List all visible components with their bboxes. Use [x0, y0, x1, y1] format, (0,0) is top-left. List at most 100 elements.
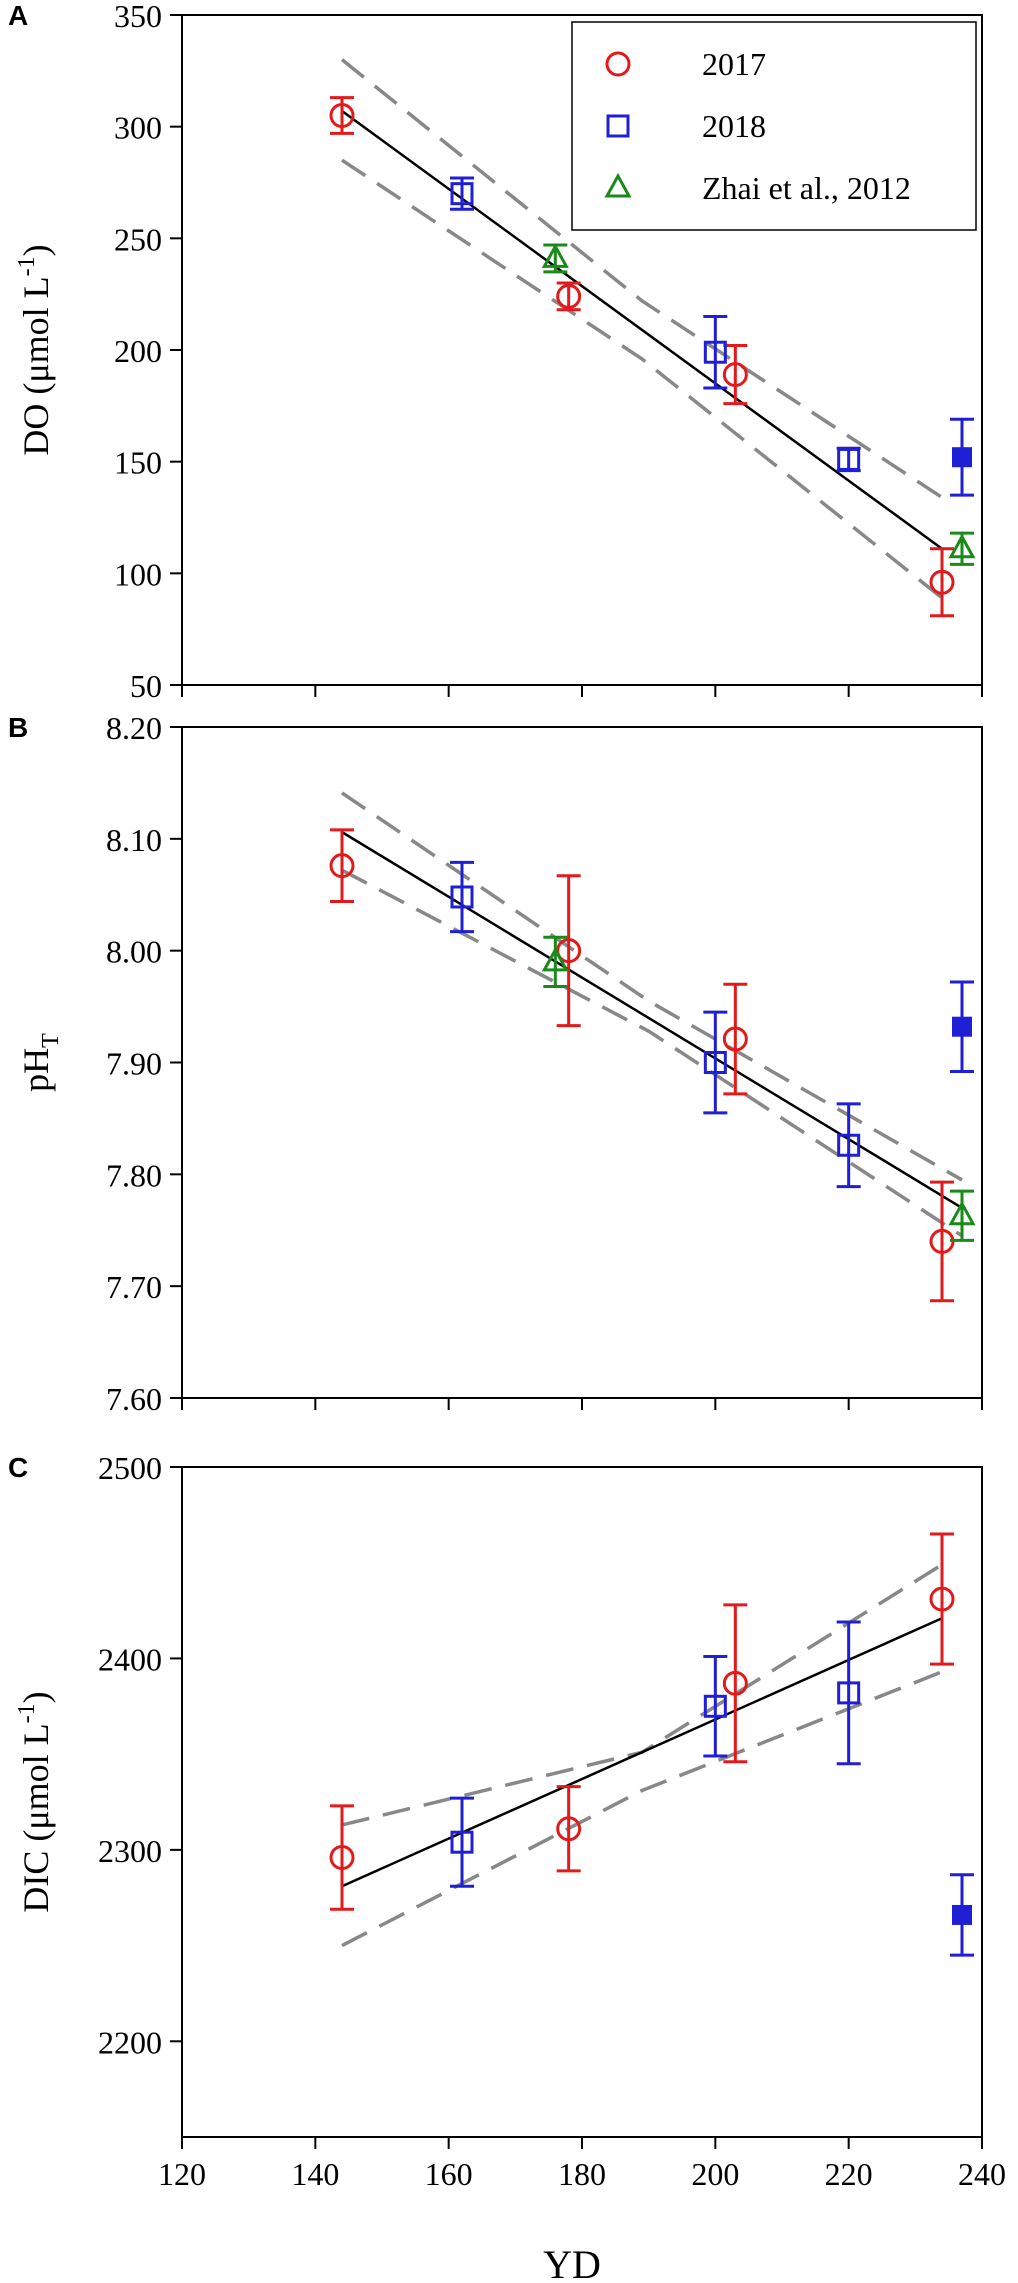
x-tick-label: 160 [425, 2156, 473, 2192]
y-axis-label-sub: T [38, 1033, 64, 1048]
data-point-y2018 [836, 1620, 861, 1766]
panel-a: A 50 100 150 200 250 300 350 DO (μmol L-1) [8, 0, 983, 704]
data-point-y2017 [722, 982, 748, 1096]
y-tick-label: 150 [114, 445, 162, 481]
marker-square-open [837, 1681, 861, 1705]
ci-upper-line [341, 791, 963, 1182]
y-axis-label-main: DO (μmol L [16, 276, 56, 455]
marker-circle-open [556, 283, 582, 309]
ci-lower-line [341, 1670, 943, 1948]
legend: 2017 2018 Zhai et al., 2012 [571, 21, 977, 231]
marker-triangle-open [948, 533, 976, 559]
data-point-y2018 [703, 1010, 728, 1115]
ci-lower-line [341, 868, 963, 1238]
legend-marker [605, 51, 631, 77]
ci-upper-line [341, 1563, 943, 1827]
legend-label: 2018 [702, 108, 766, 144]
y-tick-label: 7.80 [106, 1157, 162, 1193]
ci-lower-line [341, 158, 944, 600]
y-tick-label: 7.70 [106, 1269, 162, 1305]
x-axis-label: YD [543, 2242, 601, 2283]
x-tick-label: 120 [158, 2156, 206, 2192]
data-point-y2017 [329, 96, 355, 135]
data-point-y2017 [556, 281, 582, 312]
data-point-y2017 [722, 1603, 748, 1764]
panel-b: B 7.60 7.70 7.80 7.90 8.00 8.10 8.20 pHT [8, 710, 983, 1417]
data-point-y2017 [929, 547, 955, 618]
marker-square-open [837, 447, 861, 471]
y-axis-label: DIC (μmol L-1) [14, 1691, 56, 1912]
marker-circle-open [556, 1816, 582, 1842]
data-point-y2018 [703, 1655, 728, 1758]
data-point-y2018 [450, 1796, 474, 1888]
marker-square-filled [952, 1904, 972, 1925]
data-point-y2017 [329, 828, 355, 903]
y-tick-label: 350 [114, 0, 162, 34]
data-point-y2018 [450, 176, 474, 211]
y-tick-label: 2300 [98, 1833, 162, 1869]
panel-letter: C [8, 1452, 28, 1483]
y-axis-label-main: DIC (μmol L [16, 1723, 56, 1912]
y-tick-label: 100 [114, 556, 162, 592]
marker-circle-open [722, 1026, 748, 1052]
marker-square-open [450, 182, 474, 206]
marker-circle-open [329, 1845, 355, 1871]
data-point-y2018 [703, 315, 728, 390]
legend-box [571, 21, 977, 231]
marker-circle-open [329, 853, 355, 879]
plot-frame [181, 1466, 983, 2138]
x-tick-label: 220 [825, 2156, 873, 2192]
marker-circle-open [722, 362, 748, 388]
y-tick-label: 8.00 [106, 934, 162, 970]
data-point-y2018 [950, 1873, 974, 1957]
y-tick-label: 200 [114, 333, 162, 369]
regression-line [341, 1617, 943, 1888]
y-tick-label: 250 [114, 221, 162, 257]
legend-marker [604, 172, 632, 198]
data-point-y2018 [450, 860, 474, 934]
y-axis-label-main: pH [16, 1048, 56, 1092]
marker-square-open [703, 340, 727, 364]
data-point-zhai [541, 935, 569, 988]
regression-line [341, 110, 943, 550]
data-point-y2018 [836, 446, 861, 473]
y-tick-label: 50 [130, 668, 162, 704]
marker-square-open [703, 1694, 727, 1718]
y-axis-label: pHT [16, 1033, 64, 1092]
y-tick-label: 2500 [98, 1450, 162, 1486]
legend-label: Zhai et al., 2012 [702, 170, 911, 206]
data-point-y2018 [950, 980, 974, 1073]
marker-circle-open [556, 938, 582, 964]
marker-square-open [450, 885, 474, 909]
y-tick-label: 7.90 [106, 1046, 162, 1082]
y-tick-label: 2400 [98, 1641, 162, 1677]
data-point-y2018 [836, 1102, 861, 1189]
marker-square-open [450, 1830, 474, 1854]
x-tick-label: 140 [291, 2156, 339, 2192]
y-axis-label-tail: ) [16, 244, 56, 256]
data-point-y2018 [950, 417, 974, 497]
marker-square-filled [952, 447, 972, 468]
y-axis-label-tail: ) [16, 1691, 56, 1703]
marker-square-filled [952, 1016, 972, 1037]
data-point-y2017 [329, 1804, 355, 1911]
panel-c: C 2200 2300 2400 2500 120 140 160 180 200 220 240 DI… [8, 1450, 1006, 2192]
marker-circle-open [329, 103, 355, 128]
marker-triangle-open [541, 243, 569, 268]
data-point-y2017 [722, 344, 748, 406]
marker-circle-open [929, 1586, 955, 1612]
legend-marker [606, 114, 630, 138]
panel-letter: B [8, 712, 28, 743]
x-tick-label: 200 [691, 2156, 739, 2192]
y-axis-label: DO (μmol L-1) [14, 244, 56, 455]
y-tick-label: 8.20 [106, 710, 162, 746]
data-point-zhai [541, 243, 569, 274]
data-point-zhai [948, 1189, 976, 1242]
legend-label: 2017 [702, 46, 766, 82]
y-axis-label-sup: -1 [14, 1703, 40, 1723]
y-tick-label: 2200 [98, 2024, 162, 2060]
marker-circle-open [929, 569, 955, 595]
marker-square-open [703, 1051, 727, 1074]
